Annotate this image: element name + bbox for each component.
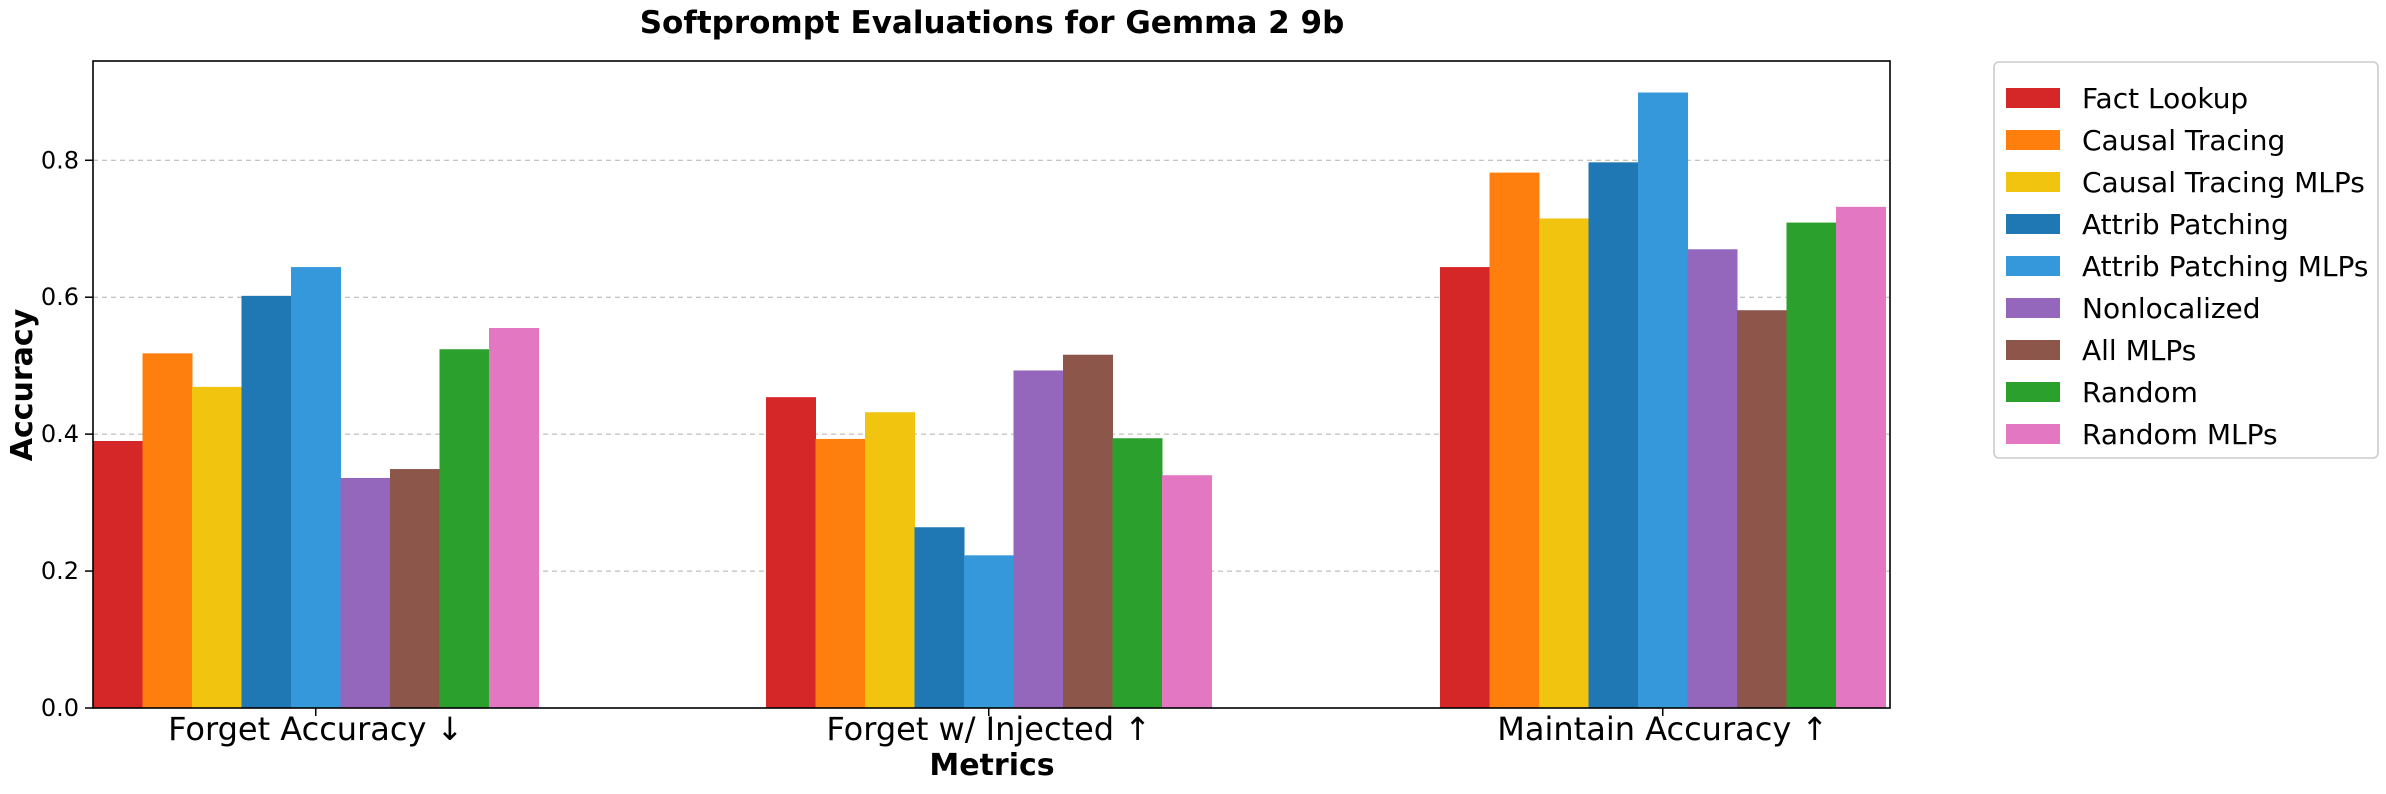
legend-swatch — [2006, 382, 2060, 402]
bar — [1162, 475, 1212, 708]
x-axis-label: Metrics — [929, 748, 1054, 783]
bar — [1687, 249, 1738, 708]
legend-label: Random MLPs — [2082, 418, 2278, 451]
x-axis-ticks: Forget Accuracy ↓ Forget w/ Injected ↑ Mai… — [168, 708, 1828, 748]
legend-label: Nonlocalized — [2082, 292, 2261, 325]
legend-label: Causal Tracing MLPs — [2082, 166, 2365, 199]
bar — [340, 477, 391, 708]
legend-items: Fact Lookup Causal Tracing Causal Tracing … — [2006, 82, 2368, 451]
legend-label: Attrib Patching — [2082, 208, 2289, 241]
legend-label: Attrib Patching MLPs — [2082, 250, 2368, 283]
bars — [93, 92, 1886, 709]
bar — [1638, 92, 1688, 708]
legend-swatch — [2006, 340, 2060, 360]
bar — [1013, 370, 1064, 708]
y-axis-label: Accuracy — [5, 308, 40, 461]
x-tick-label: Forget w/ Injected ↑ — [826, 710, 1151, 748]
bar — [1836, 206, 1886, 709]
x-tick-label: Maintain Accuracy ↑ — [1497, 710, 1828, 748]
bar — [914, 527, 965, 708]
y-tick-label: 0.0 — [41, 694, 79, 722]
bar — [439, 349, 490, 708]
legend-swatch — [2006, 172, 2060, 192]
legend-frame — [1993, 61, 2379, 459]
bar — [142, 353, 193, 708]
legend-label: All MLPs — [2082, 334, 2196, 367]
y-tick-label: 0.8 — [41, 146, 79, 174]
bar — [93, 440, 143, 708]
y-axis-ticks: 0.0 0.2 0.4 0.6 0.8 — [41, 146, 93, 722]
legend-label: Fact Lookup — [2082, 82, 2248, 115]
legend-swatch — [2006, 214, 2060, 234]
bar — [1440, 267, 1490, 708]
bar — [1737, 310, 1787, 708]
bar — [964, 555, 1014, 708]
y-tick-label: 0.6 — [41, 283, 79, 311]
bar — [865, 412, 915, 708]
legend-swatch — [2006, 88, 2060, 108]
bar — [815, 438, 866, 708]
bar — [1112, 438, 1163, 708]
bar — [1539, 218, 1589, 709]
bar — [766, 397, 816, 708]
chart-title: Softprompt Evaluations for Gemma 2 9b — [640, 5, 1345, 41]
x-tick-label: Forget Accuracy ↓ — [168, 710, 463, 748]
y-tick-label: 0.4 — [41, 420, 79, 448]
plot-frame — [92, 60, 1891, 709]
legend-label: Random — [2082, 376, 2198, 409]
bar — [1588, 162, 1639, 708]
legend-label: Causal Tracing — [2082, 124, 2285, 157]
bar — [192, 386, 242, 708]
bar — [1063, 354, 1113, 708]
bar — [390, 469, 440, 708]
bar — [1489, 172, 1540, 708]
bar — [241, 295, 292, 708]
legend-swatch — [2006, 130, 2060, 150]
legend-swatch — [2006, 256, 2060, 276]
bar — [1786, 222, 1837, 708]
legend-swatch — [2006, 424, 2060, 444]
legend-swatch — [2006, 298, 2060, 318]
y-tick-label: 0.2 — [41, 557, 79, 585]
legend: Fact Lookup Causal Tracing Causal Tracing … — [1993, 61, 2379, 459]
bar — [489, 328, 539, 708]
bar — [291, 267, 341, 708]
